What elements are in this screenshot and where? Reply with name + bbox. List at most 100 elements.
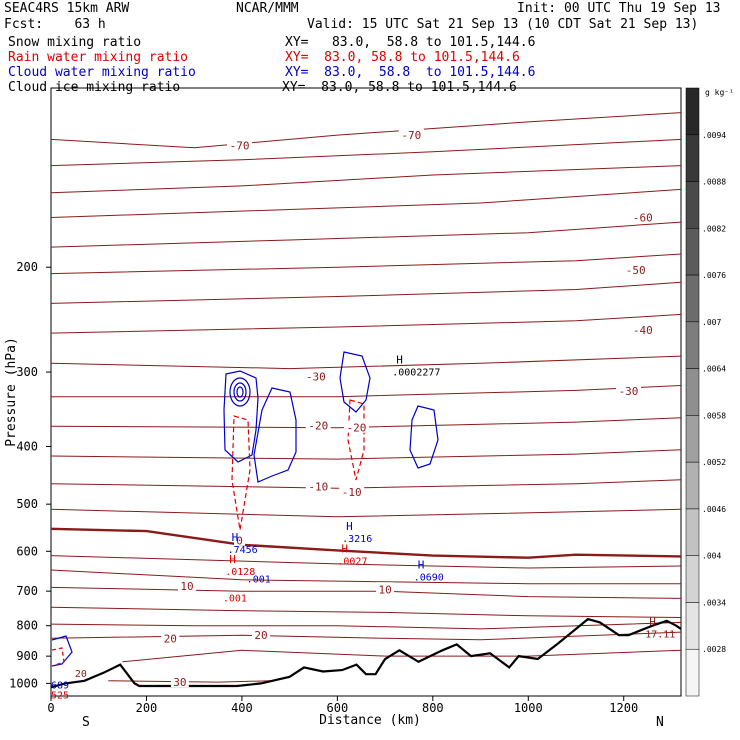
scale-swatch [685, 648, 700, 697]
extremum-mark: H [649, 615, 656, 628]
isotherm-label: -40 [633, 324, 653, 337]
isotherm-line [50, 527, 682, 559]
isotherm-line [50, 138, 682, 167]
plot-frame [50, 87, 682, 697]
y-tick-label: 900 [16, 649, 38, 663]
extremum-value: 17.11 [645, 629, 675, 640]
forecast-hour: Fcst: 63 h [4, 17, 106, 32]
isotherm-line [50, 449, 682, 460]
x-tick-label: 400 [231, 701, 253, 715]
isotherm-label-bg [630, 210, 656, 223]
scale-label: .0058 [702, 411, 726, 420]
isotherm-line [50, 281, 682, 304]
isotherm-label-bg [170, 675, 189, 688]
isotherm-label: 10 [378, 583, 391, 596]
extrema-labels: H.0002277H.7456H.0128.001.001H.3216H.002… [51, 353, 675, 701]
x-tick-label: 1000 [514, 701, 543, 715]
field-snow-label: Snow mixing ratio [8, 35, 142, 50]
isotherm-label: 20 [254, 629, 267, 642]
isotherm-line [50, 112, 682, 149]
y-tick-label: 300 [16, 365, 38, 379]
isotherm-label-bg [305, 418, 331, 431]
cloud-water-contour [236, 386, 244, 398]
extremum-mark: H [418, 558, 425, 571]
x-axis: 0 200 400 600 800 1000 1200 [47, 696, 638, 715]
isotherm-line [50, 479, 682, 489]
extremum-value: .001 [247, 575, 271, 586]
y-axis-label: Pressure (hPa) [4, 337, 19, 447]
x-end-label-north: N [656, 715, 664, 730]
cloud-water-contour [233, 382, 247, 402]
isotherm-line [50, 417, 682, 429]
isotherm-line [108, 680, 271, 683]
scale-swatch [685, 555, 700, 603]
isotherm-line [50, 313, 682, 334]
isotherm-line [50, 355, 682, 370]
isotherm-label: -30 [306, 370, 326, 383]
extremum-value: 689 [51, 681, 69, 692]
isotherm-line [50, 253, 682, 275]
y-tick-label: 800 [16, 619, 38, 633]
field-snow-xy: XY= 83.0, 58.8 to 101.5,144.6 [285, 35, 536, 50]
extremum-mark: H [341, 543, 348, 556]
model-name: SEAC4RS 15km ARW [4, 1, 130, 16]
x-axis-label: Distance (km) [319, 713, 421, 728]
scale-swatch [685, 274, 700, 323]
scale-swatch [685, 461, 700, 510]
scale-swatch [685, 228, 700, 276]
isotherm-line [50, 586, 682, 599]
isotherm-line [50, 165, 682, 194]
isotherm-label: 10 [180, 580, 193, 593]
y-axis: 200 300 400 500 600 700 800 900 1000 [9, 260, 51, 690]
init-time: Init: 00 UTC Thu 19 Sep 13 [517, 1, 721, 16]
scale-swatch [685, 181, 700, 229]
scale-label: .0028 [702, 645, 726, 654]
isotherm-line [50, 569, 681, 585]
isotherm-line [50, 606, 682, 618]
extremum-mark: H [346, 520, 353, 533]
isotherm-label: -50 [626, 264, 646, 277]
x-tick-label: 600 [327, 701, 349, 715]
isotherm-label-bg [630, 323, 656, 336]
isotherm-labels: -70 -70 -60 -50 -40 -30 -30 -20 -20 -10 -10 0 10 10 20… [161, 128, 656, 689]
isotherm-label-bg [227, 138, 253, 151]
extremum-value: .7456 [228, 545, 258, 556]
scale-label: .007 [702, 318, 721, 327]
isotherm-label-bg [398, 128, 424, 141]
extremum-value: 20 [75, 669, 87, 680]
isotherm-label: 30 [173, 676, 186, 689]
y-tick-label: 400 [16, 439, 38, 453]
isotherm-line [50, 508, 682, 518]
cloud-water-contour [223, 370, 259, 463]
isotherm-line [50, 555, 682, 569]
extremum-value: .0027 [337, 557, 367, 568]
isotherm-label: 0 [236, 535, 243, 548]
cloud-water-contour [409, 405, 439, 469]
scale-swatch [685, 508, 700, 556]
isotherm-label-bg [376, 582, 395, 595]
extremum-mark: H [232, 531, 239, 544]
field-rain-label: Rain water mixing ratio [8, 50, 189, 65]
isotherm-label-bg [161, 631, 180, 644]
x-tick-label: 200 [136, 701, 158, 715]
isotherm-label-bg [303, 369, 329, 382]
isotherm-label-bg [616, 384, 641, 397]
scale-label: .0046 [702, 505, 726, 514]
rain-water-layer [51, 399, 365, 667]
scale-label: .0034 [702, 598, 726, 607]
isotherm-label-bg [623, 262, 649, 275]
isotherm-line [50, 621, 682, 630]
isotherm-label: -20 [347, 422, 367, 435]
scale-swatch [685, 368, 700, 416]
y-tick-label: 200 [16, 260, 38, 274]
extremum-mark: H [396, 353, 403, 366]
isotherm-label-bg [305, 479, 331, 492]
isotherm-label-bg [178, 578, 197, 591]
scale-swatch [685, 134, 700, 182]
scale-swatch [685, 602, 700, 650]
color-scale-bar: .0094 .0088 .0082 .0076 .007 .0064 .0058 .0052.… [685, 87, 726, 697]
scale-label: .0082 [702, 224, 726, 233]
cloud-water-contour [253, 387, 297, 483]
cloud-water-contour [339, 351, 371, 413]
